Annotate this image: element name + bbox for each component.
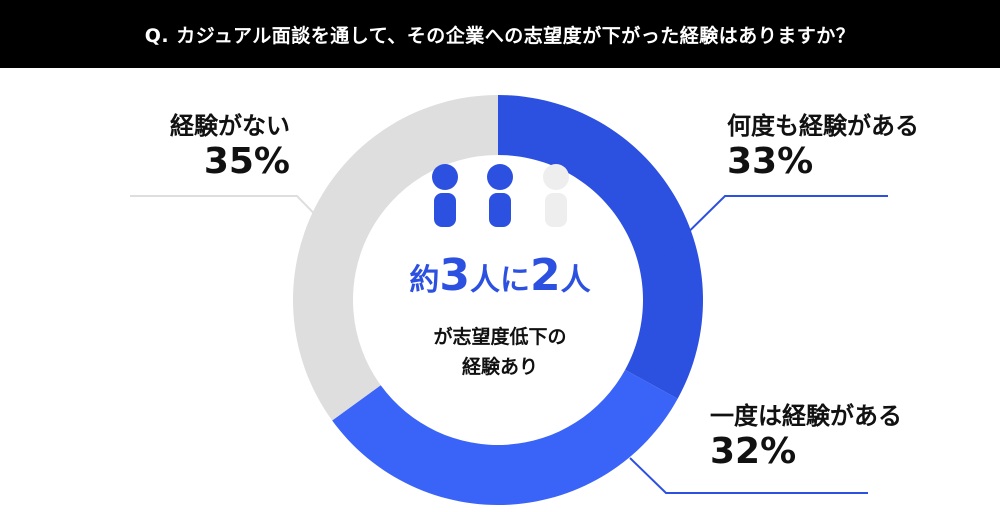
slice-percent: 33% bbox=[727, 140, 814, 182]
slice-percent: 32% bbox=[710, 430, 797, 472]
slice-percent: 35% bbox=[203, 140, 290, 182]
person-icon bbox=[543, 164, 569, 227]
summary-part: 約 bbox=[409, 263, 440, 298]
center-summary: 約3人に2人 bbox=[370, 250, 630, 301]
slice-label-multiple: 何度も経験がある 33% bbox=[727, 112, 919, 182]
slice-label-once: 一度は経験がある 32% bbox=[710, 402, 902, 472]
leader-line-multiple bbox=[659, 195, 888, 261]
slice-none bbox=[293, 95, 498, 421]
person-icon bbox=[432, 164, 458, 227]
slice-multiple bbox=[498, 95, 703, 399]
question-header: Q. カジュアル面談を通して、その企業への志望度が下がった経験はありますか？ bbox=[0, 0, 1000, 68]
summary-number: 2 bbox=[530, 250, 561, 301]
slice-name: 一度は経験がある bbox=[710, 402, 902, 430]
slice-name: 何度も経験がある bbox=[727, 112, 919, 140]
leader-line-once bbox=[629, 457, 868, 494]
slice-label-none: 経験がない 35% bbox=[158, 112, 290, 182]
summary-part: 人 bbox=[560, 263, 591, 298]
subtext-line: 経験あり bbox=[461, 356, 538, 379]
question-text: Q. カジュアル面談を通して、その企業への志望度が下がった経験はありますか？ bbox=[144, 24, 856, 47]
summary-number: 3 bbox=[439, 250, 470, 301]
leader-line-none bbox=[130, 195, 341, 241]
summary-part: 人に bbox=[470, 263, 530, 298]
slice-once bbox=[332, 369, 678, 506]
slice-name: 経験がない bbox=[170, 112, 290, 140]
center-subtext: が志望度低下の 経験あり bbox=[400, 322, 600, 383]
subtext-line: が志望度低下の bbox=[433, 326, 567, 348]
person-icon bbox=[487, 164, 513, 227]
